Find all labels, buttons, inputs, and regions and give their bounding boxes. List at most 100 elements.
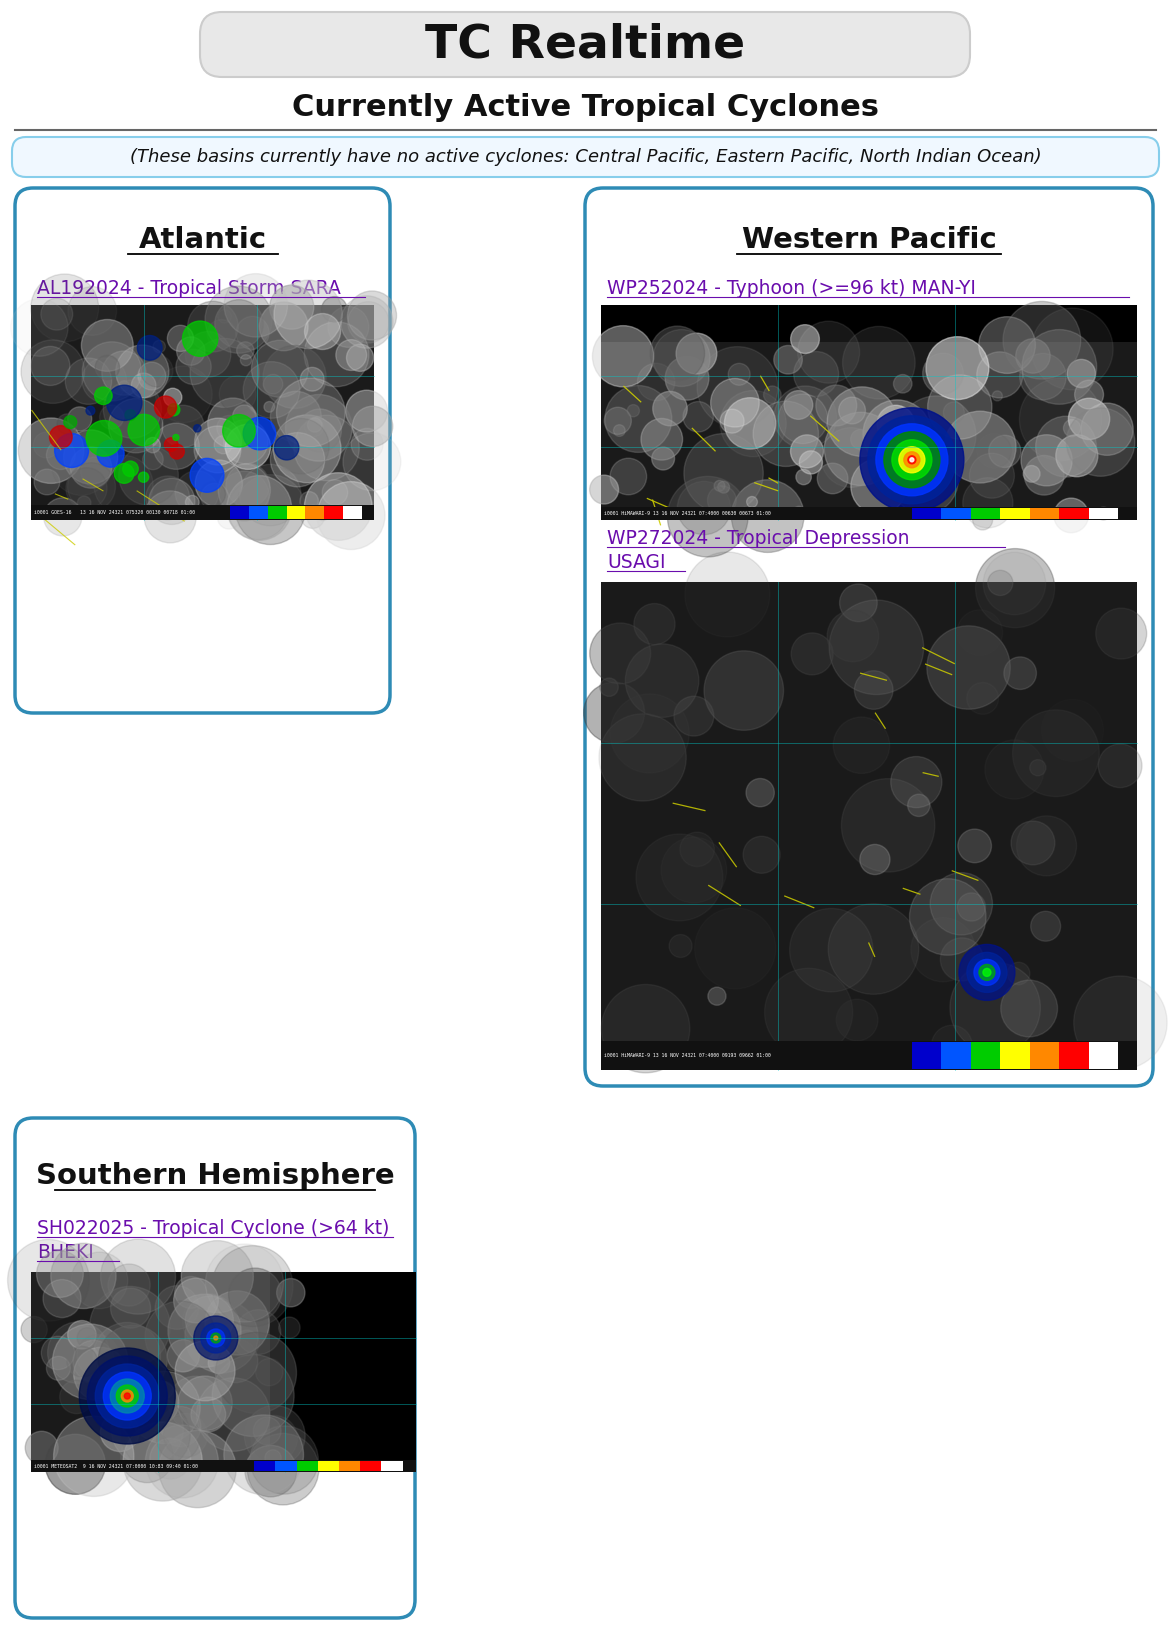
Circle shape — [1042, 700, 1103, 761]
Circle shape — [610, 695, 690, 772]
Circle shape — [963, 478, 1013, 528]
Circle shape — [164, 437, 178, 452]
Circle shape — [34, 469, 60, 495]
Circle shape — [650, 327, 705, 381]
Circle shape — [55, 434, 89, 467]
Circle shape — [685, 553, 769, 637]
Text: (These basins currently have no active cyclones: Central Pacific, Eastern Pacifi: (These basins currently have no active c… — [130, 148, 1041, 167]
Circle shape — [207, 398, 258, 449]
Circle shape — [102, 351, 146, 396]
Circle shape — [653, 330, 710, 386]
Circle shape — [343, 432, 400, 490]
Text: i0001 HiMAWARI-9 13 16 NOV 24321 07:4000 00630 00673 01:00: i0001 HiMAWARI-9 13 16 NOV 24321 07:4000… — [604, 512, 771, 516]
Circle shape — [70, 447, 111, 488]
Circle shape — [144, 490, 197, 543]
Circle shape — [1021, 434, 1073, 485]
Circle shape — [1007, 962, 1029, 985]
Circle shape — [101, 1239, 176, 1313]
Bar — [941, 508, 971, 520]
Circle shape — [600, 678, 618, 696]
Circle shape — [47, 441, 75, 470]
Circle shape — [308, 417, 322, 432]
Circle shape — [697, 346, 778, 427]
Circle shape — [240, 464, 301, 526]
Circle shape — [212, 1355, 294, 1437]
Circle shape — [711, 378, 759, 427]
Circle shape — [897, 396, 975, 475]
Circle shape — [174, 1277, 206, 1308]
Circle shape — [279, 1317, 300, 1338]
Circle shape — [167, 1340, 199, 1371]
Circle shape — [322, 480, 348, 505]
Circle shape — [222, 414, 255, 447]
Circle shape — [263, 345, 326, 409]
Circle shape — [138, 472, 149, 482]
Circle shape — [828, 904, 919, 995]
Circle shape — [985, 739, 1045, 799]
Circle shape — [269, 285, 314, 330]
Bar — [30, 505, 374, 520]
Circle shape — [263, 375, 283, 394]
Circle shape — [73, 1340, 115, 1381]
Circle shape — [987, 571, 1013, 596]
Circle shape — [958, 893, 986, 921]
Circle shape — [1075, 380, 1103, 409]
Circle shape — [301, 505, 324, 528]
Circle shape — [228, 1269, 281, 1322]
Circle shape — [178, 1376, 232, 1431]
Circle shape — [959, 944, 1015, 1000]
Circle shape — [214, 300, 263, 348]
Circle shape — [1098, 744, 1142, 787]
Circle shape — [1067, 360, 1095, 388]
Circle shape — [667, 477, 748, 558]
Circle shape — [911, 917, 975, 982]
Circle shape — [48, 1322, 109, 1383]
Circle shape — [115, 464, 133, 483]
Circle shape — [1004, 657, 1036, 690]
Circle shape — [274, 280, 342, 348]
Circle shape — [111, 1393, 184, 1465]
Circle shape — [908, 794, 930, 817]
Circle shape — [74, 1348, 128, 1401]
Circle shape — [211, 1333, 221, 1343]
Circle shape — [958, 828, 992, 863]
Circle shape — [193, 424, 201, 432]
Bar — [1000, 1041, 1029, 1069]
Circle shape — [347, 345, 374, 371]
Circle shape — [145, 1426, 218, 1498]
Circle shape — [153, 340, 165, 353]
Circle shape — [224, 1416, 303, 1495]
Circle shape — [979, 317, 1035, 373]
Circle shape — [304, 322, 369, 386]
Circle shape — [176, 470, 219, 515]
Circle shape — [1068, 398, 1110, 439]
Circle shape — [294, 416, 359, 480]
Circle shape — [824, 412, 897, 485]
Circle shape — [977, 351, 1022, 398]
Circle shape — [118, 446, 178, 505]
Circle shape — [207, 320, 235, 348]
Circle shape — [218, 464, 271, 516]
Circle shape — [860, 845, 890, 875]
Circle shape — [245, 1445, 296, 1497]
Circle shape — [1004, 302, 1081, 380]
Text: USAGI: USAGI — [607, 553, 665, 571]
Circle shape — [684, 434, 763, 513]
Circle shape — [53, 1323, 128, 1399]
Bar — [1089, 508, 1118, 520]
Circle shape — [774, 345, 802, 375]
Circle shape — [910, 457, 913, 462]
Circle shape — [316, 508, 329, 521]
Circle shape — [214, 1338, 258, 1383]
Circle shape — [1063, 419, 1081, 437]
Circle shape — [133, 1379, 179, 1426]
Circle shape — [196, 460, 242, 507]
Circle shape — [636, 833, 723, 921]
Circle shape — [26, 1431, 59, 1464]
Circle shape — [109, 399, 163, 452]
Circle shape — [173, 434, 179, 441]
Circle shape — [130, 1411, 162, 1442]
Circle shape — [683, 401, 713, 432]
Circle shape — [164, 388, 182, 406]
Circle shape — [33, 432, 60, 459]
